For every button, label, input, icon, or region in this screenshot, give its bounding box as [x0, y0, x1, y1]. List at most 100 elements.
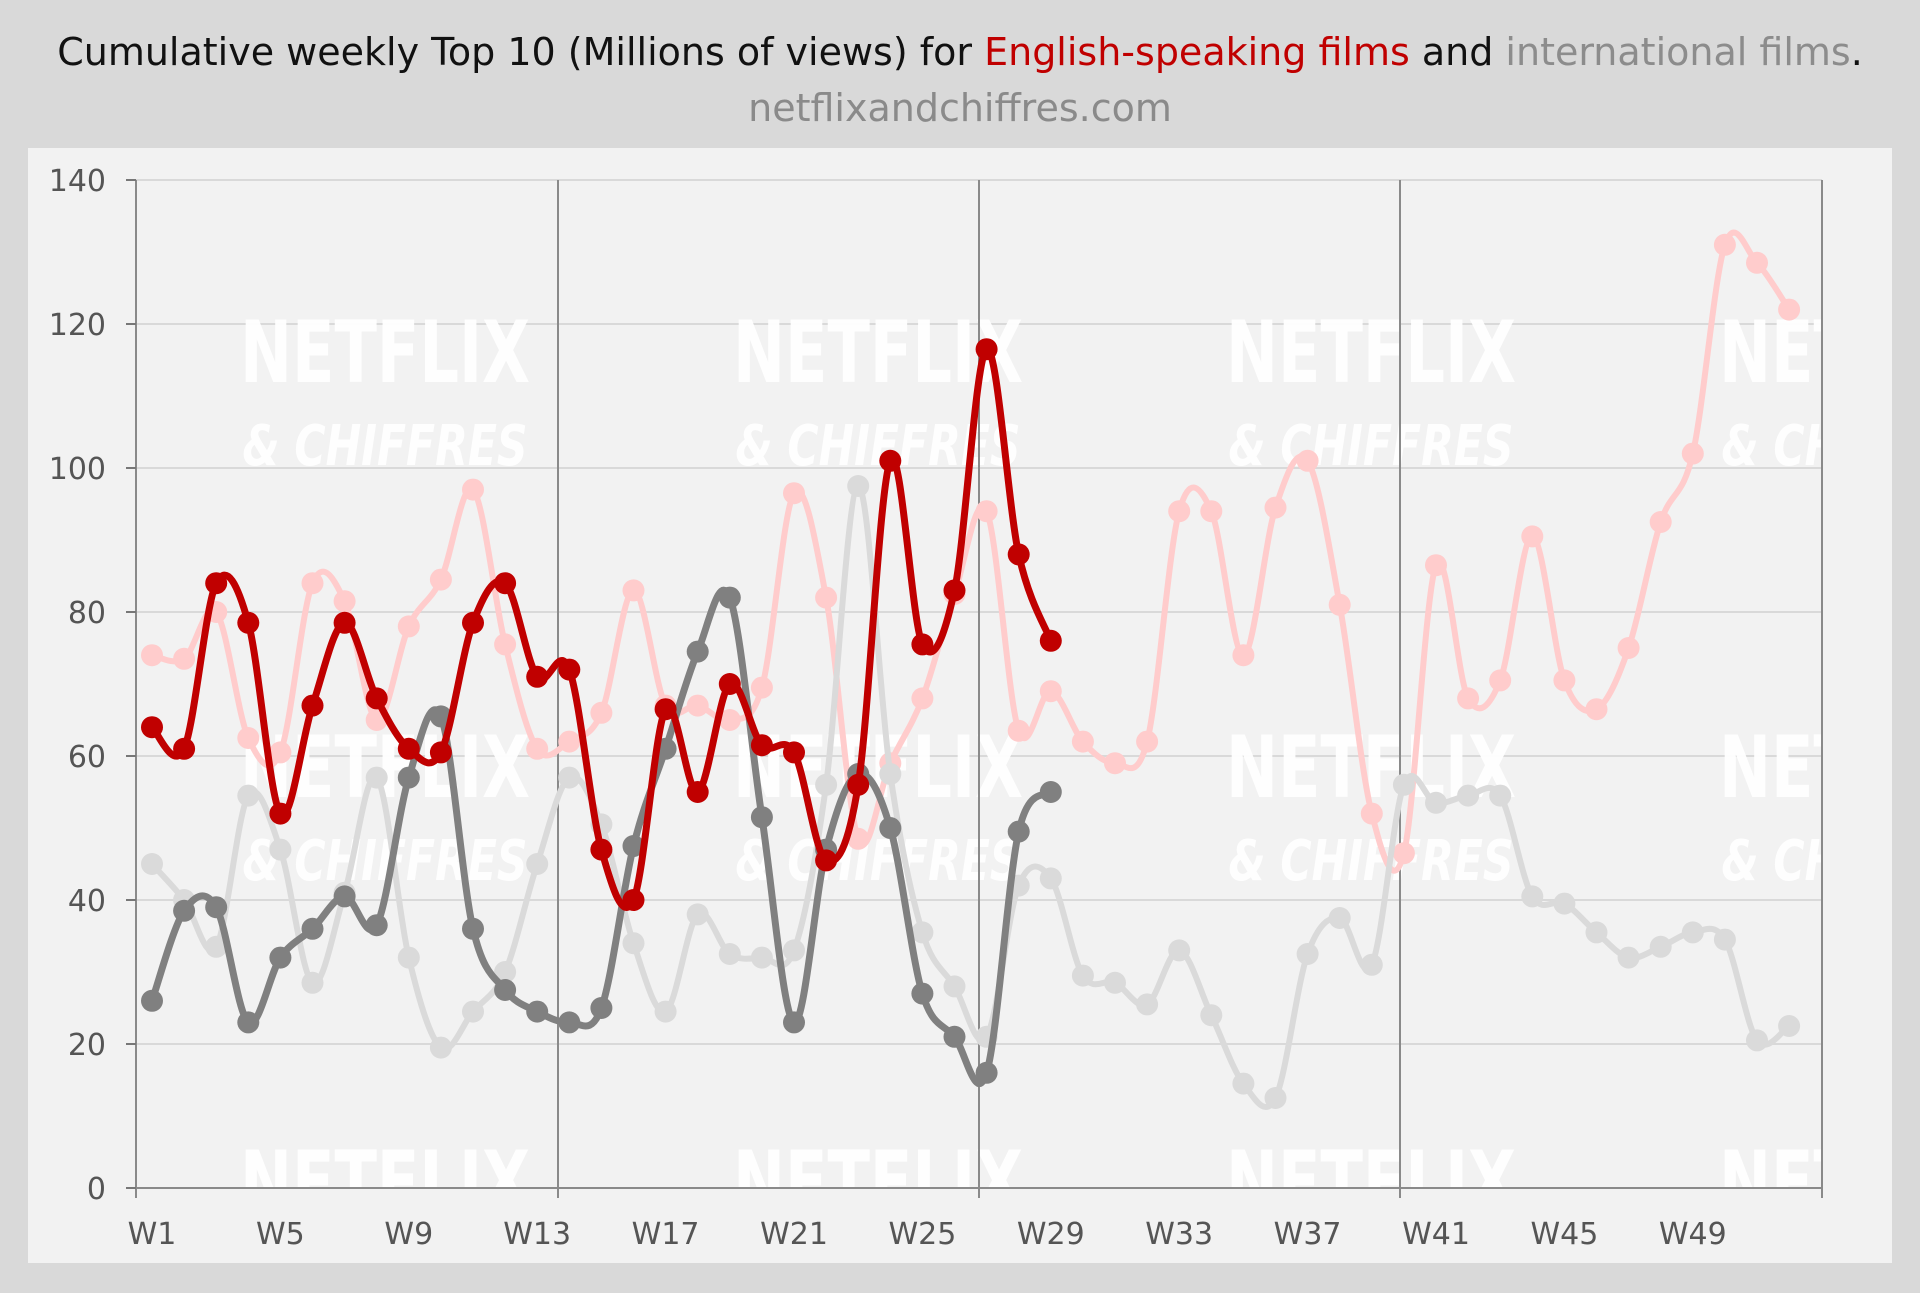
- y-tick-label: 120: [49, 308, 106, 343]
- data-point: [1521, 525, 1544, 548]
- data-point: [462, 611, 484, 634]
- data-point: [622, 835, 645, 857]
- data-point: [429, 568, 452, 591]
- x-tick-label: W9: [384, 1217, 433, 1252]
- series-international-previous: [141, 475, 1801, 1110]
- data-point: [1071, 730, 1094, 753]
- data-point: [750, 734, 773, 757]
- data-point: [1007, 543, 1030, 566]
- data-point: [237, 1011, 260, 1034]
- y-tick-label: 100: [49, 452, 106, 487]
- data-point: [141, 644, 163, 667]
- data-point: [1168, 939, 1191, 962]
- data-point: [783, 939, 805, 962]
- data-point: [1360, 953, 1383, 976]
- data-point: [1200, 500, 1223, 523]
- data-point: [558, 766, 581, 789]
- y-tick-label: 0: [87, 1172, 106, 1207]
- y-tick-label: 40: [68, 884, 106, 919]
- data-point: [1585, 698, 1608, 721]
- data-point: [269, 741, 292, 764]
- data-point: [975, 338, 998, 361]
- watermark-word: NETFLIX: [1719, 1133, 1920, 1233]
- series-english-current: [141, 338, 1062, 911]
- data-point: [333, 885, 356, 908]
- title-english-label: English-speaking films: [984, 30, 1410, 74]
- data-point: [429, 741, 452, 764]
- data-point: [718, 673, 741, 695]
- data-point: [975, 1061, 998, 1084]
- data-point: [237, 611, 260, 634]
- data-point: [590, 838, 613, 861]
- x-tick-label: W45: [1530, 1217, 1598, 1252]
- data-point: [1713, 928, 1736, 951]
- watermark-word: & CHIFFRES: [1722, 829, 1920, 894]
- title-international-label: international films: [1505, 30, 1851, 74]
- data-point: [494, 979, 517, 1001]
- data-point: [494, 572, 517, 595]
- data-point: [1328, 593, 1351, 616]
- data-point: [686, 640, 709, 663]
- watermark-word: NETFLIX: [1719, 718, 1920, 818]
- data-point: [397, 946, 420, 969]
- data-point: [1457, 784, 1480, 807]
- data-point: [718, 943, 741, 965]
- x-tick-label: W5: [256, 1217, 305, 1252]
- data-point: [1553, 892, 1576, 915]
- x-tick-label: W17: [632, 1217, 700, 1252]
- data-point: [526, 853, 549, 875]
- data-point: [269, 946, 292, 969]
- data-point: [783, 1011, 805, 1034]
- data-point: [1007, 719, 1030, 742]
- x-tick-label: W49: [1659, 1217, 1727, 1252]
- data-point: [815, 849, 838, 872]
- data-point: [1232, 1072, 1255, 1095]
- data-point: [1617, 637, 1640, 659]
- data-point: [879, 763, 902, 785]
- data-point: [783, 482, 805, 505]
- data-point: [847, 827, 870, 850]
- data-point: [462, 917, 484, 940]
- data-point: [718, 586, 741, 609]
- x-tick-label: W41: [1402, 1217, 1470, 1252]
- data-point: [494, 633, 517, 656]
- data-point: [1039, 680, 1062, 703]
- data-point: [1649, 511, 1672, 533]
- x-tick-label: W13: [503, 1217, 571, 1252]
- data-point: [205, 935, 228, 958]
- data-point: [911, 921, 934, 944]
- data-point: [1104, 752, 1126, 775]
- title-end: .: [1850, 30, 1863, 74]
- data-point: [847, 475, 870, 497]
- data-point: [1489, 669, 1512, 692]
- watermark-word: & CHIFFRES: [1722, 414, 1920, 479]
- data-point: [1649, 935, 1672, 958]
- data-point: [911, 982, 934, 1005]
- series-layer: [141, 229, 1801, 1110]
- data-point: [365, 687, 388, 710]
- data-point: [301, 971, 324, 994]
- data-point: [1296, 943, 1319, 965]
- x-tick-label: W29: [1017, 1217, 1085, 1252]
- watermark-word: NETFLIX: [240, 303, 530, 403]
- data-point: [654, 698, 677, 721]
- series-english-previous: [141, 229, 1801, 874]
- watermark-word: & CHIFFRES: [736, 414, 1021, 479]
- watermark-word: & CHIFFRES: [1229, 829, 1514, 894]
- data-point: [622, 579, 645, 602]
- data-point: [429, 705, 452, 728]
- data-point: [141, 716, 163, 739]
- data-point: [686, 694, 709, 717]
- data-point: [1425, 554, 1447, 577]
- data-point: [205, 572, 228, 595]
- data-point: [1264, 496, 1287, 519]
- data-point: [1681, 442, 1704, 465]
- data-point: [783, 741, 805, 764]
- data-point: [750, 806, 773, 829]
- watermark-word: NETFLIX: [1719, 303, 1920, 403]
- data-point: [141, 853, 163, 875]
- data-point: [1585, 921, 1608, 944]
- data-point: [1039, 629, 1062, 652]
- data-point: [654, 1000, 677, 1023]
- data-point: [1264, 1087, 1287, 1109]
